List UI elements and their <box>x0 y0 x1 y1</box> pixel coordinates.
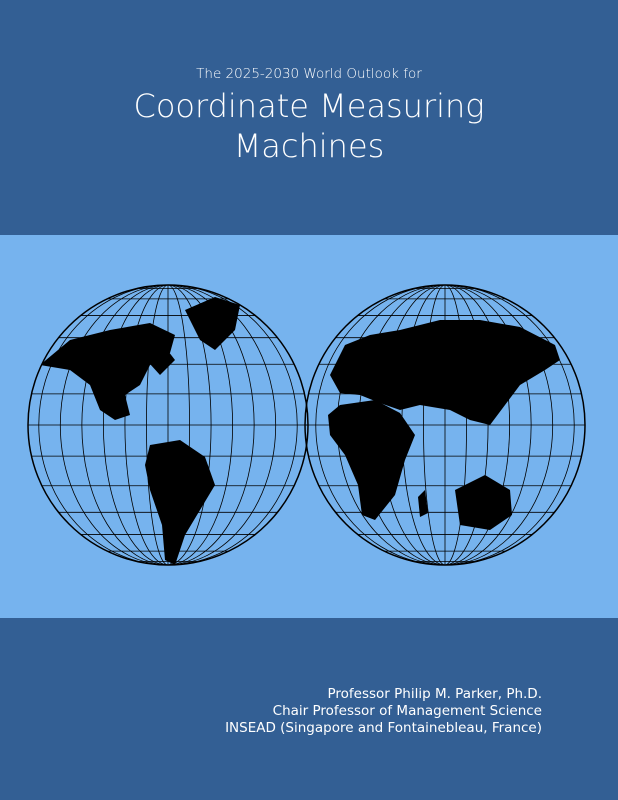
meridian-line <box>315 285 575 565</box>
book-title: Coordinate Measuring Machines <box>0 86 618 166</box>
author-band <box>0 618 618 800</box>
subtitle: The 2025-2030 World Outlook for <box>196 66 422 82</box>
meridian-line <box>423 285 467 565</box>
author-affiliation: INSEAD (Singapore and Fontainebleau, Fra… <box>225 720 542 736</box>
meridian-line <box>146 285 190 565</box>
landmass <box>140 347 175 375</box>
landmass <box>455 475 512 530</box>
meridian-line <box>358 285 532 565</box>
landmass <box>145 440 215 565</box>
title-band: The 2025-2030 World Outlook for Coordina… <box>0 0 618 235</box>
world-map-globes-icon <box>27 284 586 566</box>
author-name: Professor Philip M. Parker, Ph.D. <box>327 686 543 702</box>
globe-hemisphere <box>305 285 585 565</box>
landmass <box>328 400 415 520</box>
landmass <box>40 323 175 420</box>
meridian-line <box>59 285 277 565</box>
meridian-line <box>124 285 212 565</box>
author-block: Professor Philip M. Parker, Ph.D. Chair … <box>225 686 542 737</box>
meridian-line <box>401 285 489 565</box>
globe-outline <box>304 284 586 566</box>
meridian-line <box>379 285 511 565</box>
author-title: Chair Professor of Management Science <box>272 703 542 719</box>
title-line-1: Coordinate Measuring <box>133 87 485 125</box>
meridian-line <box>38 285 298 565</box>
title-line-2: Machines <box>233 127 385 165</box>
meridian-line <box>102 285 234 565</box>
globe-hemisphere <box>28 285 308 565</box>
landmass <box>418 490 428 517</box>
meridian-line <box>81 285 255 565</box>
meridian-line <box>336 285 554 565</box>
